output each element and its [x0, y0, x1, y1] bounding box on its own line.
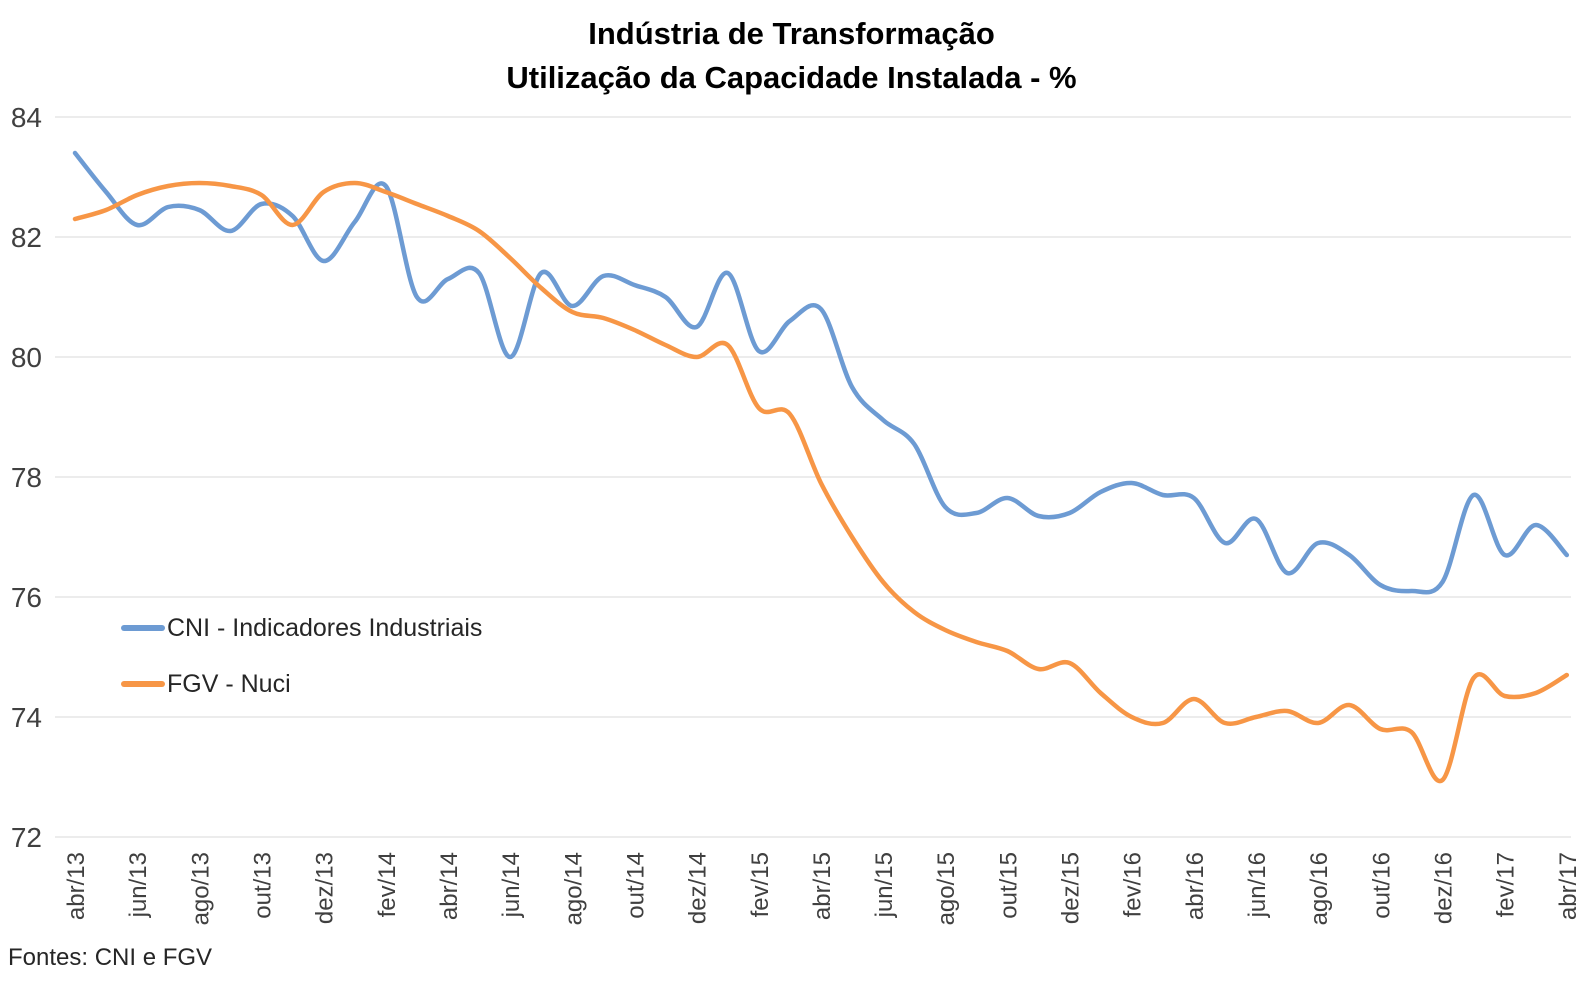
x-axis-tick-label-dez-16: dez/16	[1431, 852, 1458, 924]
x-axis-tick-label-abr-15: abr/15	[809, 852, 836, 920]
x-axis-tick-label-out-14: out/14	[622, 852, 649, 919]
legend-item-fgv: FGV - Nuci	[121, 668, 482, 700]
cni-line-swatch	[121, 625, 165, 631]
x-axis-tick-label-ago-13: ago/13	[187, 852, 214, 925]
chart-legend: CNI - Indicadores Industriais FGV - Nuci	[121, 612, 482, 724]
y-axis-tick-label-82: 82	[11, 222, 42, 253]
x-axis-tick-label-fev-17: fev/17	[1493, 852, 1520, 917]
x-axis-tick-label-ago-16: ago/16	[1306, 852, 1333, 925]
x-axis-tick-label-out-13: out/13	[249, 852, 276, 919]
x-axis-tick-label-jun-16: jun/16	[1244, 852, 1271, 918]
x-axis-tick-label-abr-17: abr/17	[1555, 852, 1582, 920]
y-axis-tick-label-74: 74	[11, 702, 42, 733]
source-note: Fontes: CNI e FGV	[8, 944, 213, 971]
chart-title-line2: Utilização da Capacidade Instalada - %	[506, 60, 1077, 95]
y-axis-tick-label-76: 76	[11, 582, 42, 613]
x-axis-tick-label-jun-13: jun/13	[125, 852, 152, 918]
x-axis-tick-label-dez-15: dez/15	[1058, 852, 1085, 924]
x-axis-tick-label-fev-16: fev/16	[1120, 852, 1147, 917]
y-axis-tick-label-84: 84	[11, 102, 42, 133]
y-axis-tick-label-78: 78	[11, 462, 42, 493]
x-axis-tick-label-ago-14: ago/14	[560, 852, 587, 925]
legend-label-fgv: FGV - Nuci	[167, 669, 291, 698]
chart-title-line1: Indústria de Transformação	[588, 16, 995, 51]
x-axis-tick-label-abr-14: abr/14	[436, 852, 463, 920]
x-axis-tick-label-dez-14: dez/14	[685, 852, 712, 924]
fgv-line-swatch	[121, 681, 165, 687]
x-axis-tick-label-fev-15: fev/15	[747, 852, 774, 917]
y-axis-tick-label-72: 72	[11, 822, 42, 853]
series-line-cni	[72, 150, 1570, 595]
x-axis-tick-label-out-16: out/16	[1368, 852, 1395, 919]
x-axis-tick-label-ago-15: ago/15	[933, 852, 960, 925]
legend-item-cni: CNI - Indicadores Industriais	[121, 612, 482, 644]
x-axis-tick-label-jun-15: jun/15	[871, 852, 898, 918]
x-axis-tick-label-jun-14: jun/14	[498, 852, 525, 918]
x-axis-tick-label-fev-14: fev/14	[374, 852, 401, 917]
chart-title: Indústria de Transformação Utilização da…	[0, 12, 1583, 100]
x-axis-tick-label-out-15: out/15	[995, 852, 1022, 919]
x-axis-tick-label-abr-13: abr/13	[63, 852, 90, 920]
legend-label-cni: CNI - Indicadores Industriais	[167, 613, 483, 642]
y-axis-tick-label-80: 80	[11, 342, 42, 373]
x-axis-tick-label-abr-16: abr/16	[1182, 852, 1209, 920]
series-line-fgv	[72, 180, 1570, 784]
x-axis-tick-label-dez-13: dez/13	[312, 852, 339, 924]
